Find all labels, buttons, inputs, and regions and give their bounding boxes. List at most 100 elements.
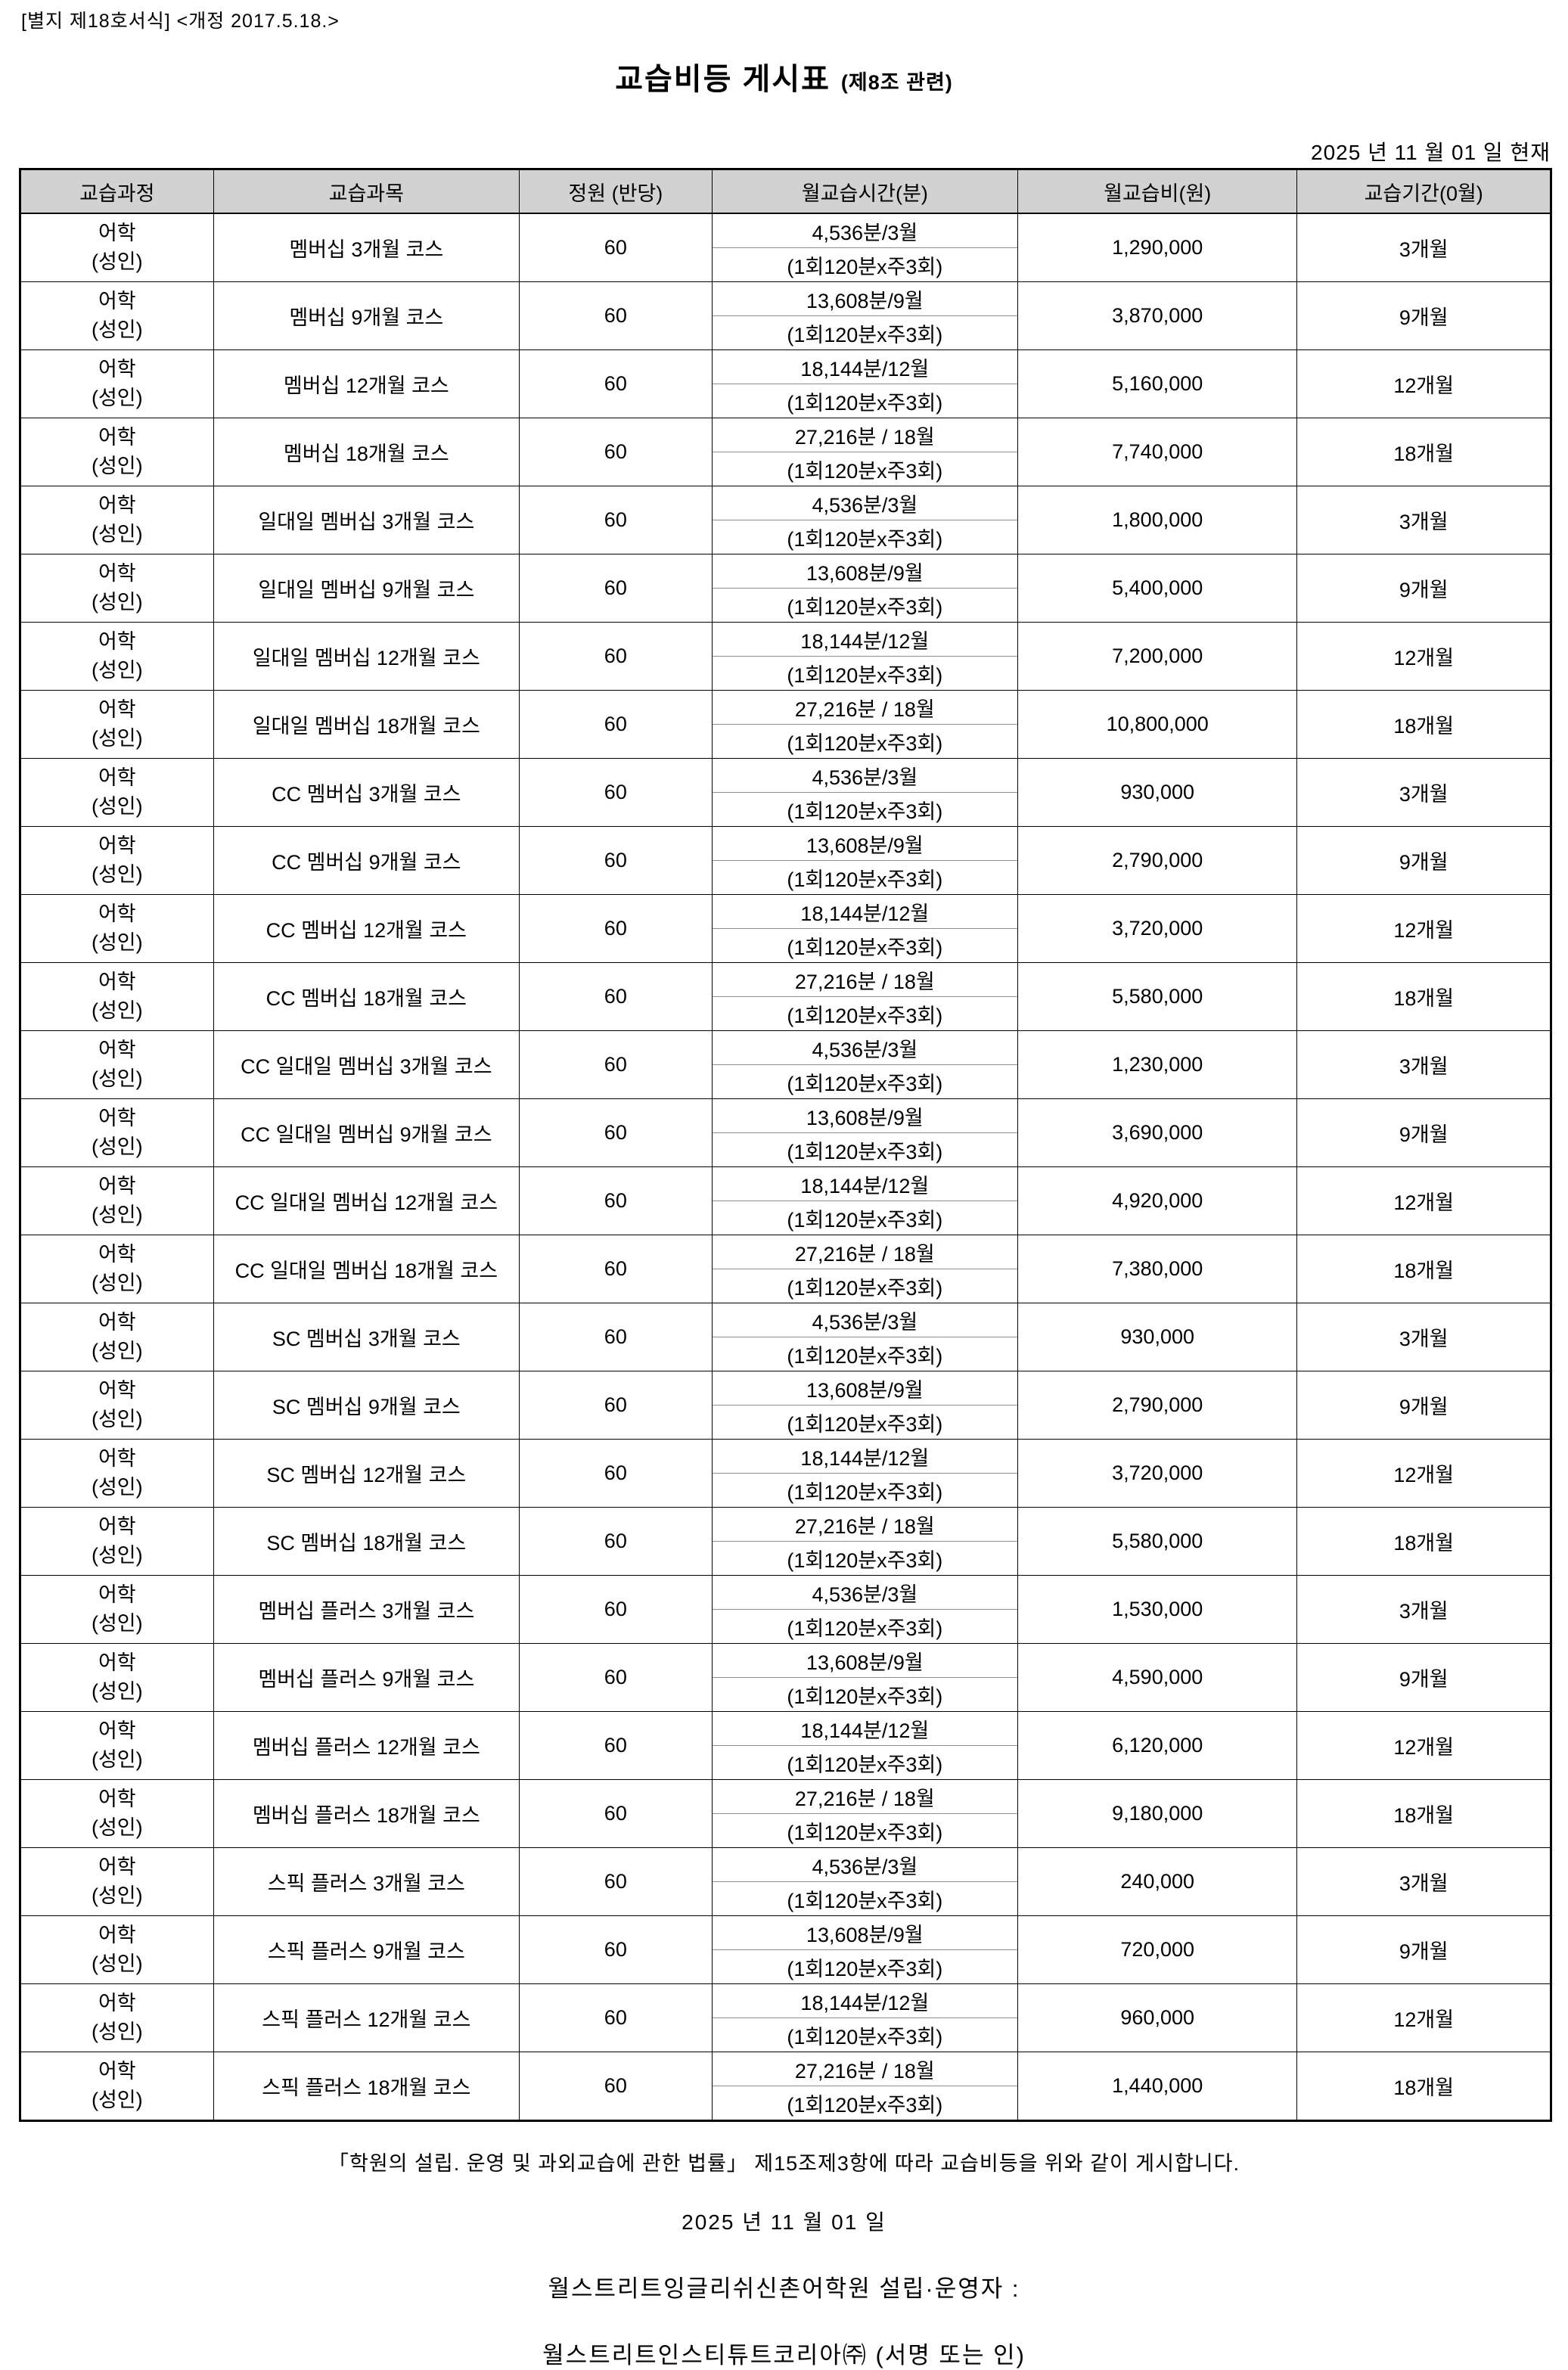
cell-course-period: 12개월 (1296, 1711, 1551, 1780)
cell-course-period: 12개월 (1296, 1983, 1551, 2052)
cell-capacity: 60 (519, 418, 713, 486)
cell-monthly-fee: 930,000 (1017, 1303, 1298, 1371)
cell-course-period: 3개월 (1296, 1847, 1551, 1916)
cell-monthly-fee: 2,790,000 (1017, 1371, 1298, 1440)
cell-course-process: 어학 (성인) (20, 690, 214, 759)
cell-capacity: 60 (519, 281, 713, 350)
cell-capacity: 60 (519, 1983, 713, 2052)
cell-monthly-time: 18,144분/12월 (1회120분x주3회) (711, 1166, 1019, 1235)
posting-date: 2025 년 11 월 01 일 (682, 2210, 886, 2234)
cell-course-subject: SC 멤버십 3개월 코스 (213, 1303, 520, 1371)
table-row: 어학 (성인) 멤버십 3개월 코스 60 4,536분/3월 (1회120분x주3회) 1… (20, 213, 1551, 282)
table-row: 어학 (성인) CC 일대일 멤버십 3개월 코스 60 4,536분/3월 (1회120… (20, 1030, 1551, 1099)
cell-course-process: 어학 (성인) (20, 962, 214, 1031)
cell-monthly-time: 13,608분/9월 (1회120분x주3회) (711, 554, 1019, 623)
cell-course-period: 9개월 (1296, 1915, 1551, 1984)
cell-capacity: 60 (519, 690, 713, 759)
cell-monthly-fee: 6,120,000 (1017, 1711, 1298, 1780)
cell-course-period: 9개월 (1296, 554, 1551, 623)
cell-capacity: 60 (519, 1779, 713, 1848)
table-row: 어학 (성인) 일대일 멤버십 3개월 코스 60 4,536분/3월 (1회120분x주… (20, 486, 1551, 554)
cell-course-process: 어학 (성인) (20, 554, 214, 623)
cell-course-subject: CC 일대일 멤버십 3개월 코스 (213, 1030, 520, 1099)
cell-course-subject: 일대일 멤버십 18개월 코스 (213, 690, 520, 759)
operator-line: 월스트리트잉글리쉬신촌어학원 설립·운영자 : (548, 2275, 1020, 2302)
cell-course-period: 3개월 (1296, 1575, 1551, 1644)
header-monthly-time: 월교습시간(분) (711, 169, 1019, 214)
cell-course-process: 어학 (성인) (20, 1303, 214, 1371)
cell-capacity: 60 (519, 962, 713, 1031)
cell-capacity: 60 (519, 758, 713, 827)
cell-monthly-fee: 720,000 (1017, 1915, 1298, 1984)
cell-monthly-fee: 7,740,000 (1017, 418, 1298, 486)
cell-monthly-time: 13,608분/9월 (1회120분x주3회) (711, 1643, 1019, 1712)
table-row: 어학 (성인) CC 일대일 멤버십 9개월 코스 60 13,608분/9월 (1회12… (20, 1098, 1551, 1167)
table-row: 어학 (성인) 스픽 플러스 3개월 코스 60 4,536분/3월 (1회120분x주3… (20, 1847, 1551, 1916)
table-row: 어학 (성인) SC 멤버십 3개월 코스 60 4,536분/3월 (1회120분x주3… (20, 1303, 1551, 1371)
cell-course-subject: 스픽 플러스 18개월 코스 (213, 2052, 520, 2121)
cell-monthly-fee: 1,440,000 (1017, 2052, 1298, 2121)
cell-capacity: 60 (519, 826, 713, 895)
cell-monthly-fee: 7,380,000 (1017, 1235, 1298, 1303)
cell-monthly-time: 13,608분/9월 (1회120분x주3회) (711, 1098, 1019, 1167)
cell-capacity: 60 (519, 1575, 713, 1644)
cell-capacity: 60 (519, 486, 713, 554)
cell-capacity: 60 (519, 1030, 713, 1099)
cell-monthly-fee: 930,000 (1017, 758, 1298, 827)
cell-course-subject: CC 멤버십 9개월 코스 (213, 826, 520, 895)
cell-course-subject: 스픽 플러스 9개월 코스 (213, 1915, 520, 1984)
cell-course-period: 3개월 (1296, 1303, 1551, 1371)
table-row: 어학 (성인) 멤버십 플러스 12개월 코스 60 18,144분/12월 (1회120… (20, 1711, 1551, 1780)
table-row: 어학 (성인) 멤버십 9개월 코스 60 13,608분/9월 (1회120분x주3회)… (20, 281, 1551, 350)
cell-monthly-time: 13,608분/9월 (1회120분x주3회) (711, 1915, 1019, 1984)
table-row: 어학 (성인) CC 멤버십 12개월 코스 60 18,144분/12월 (1회120분… (20, 894, 1551, 963)
cell-course-period: 9개월 (1296, 1643, 1551, 1712)
table-row: 어학 (성인) CC 멤버십 18개월 코스 60 27,216분 / 18월 (1회12… (20, 962, 1551, 1031)
cell-capacity: 60 (519, 1235, 713, 1303)
cell-monthly-time: 18,144분/12월 (1회120분x주3회) (711, 622, 1019, 691)
cell-course-process: 어학 (성인) (20, 1983, 214, 2052)
cell-monthly-time: 27,216분 / 18월 (1회120분x주3회) (711, 2052, 1019, 2121)
table-row: 어학 (성인) 일대일 멤버십 9개월 코스 60 13,608분/9월 (1회120분x… (20, 554, 1551, 623)
cell-course-period: 18개월 (1296, 1779, 1551, 1848)
cell-course-period: 18개월 (1296, 962, 1551, 1031)
cell-monthly-fee: 3,690,000 (1017, 1098, 1298, 1167)
cell-course-process: 어학 (성인) (20, 213, 214, 282)
cell-course-subject: CC 멤버십 12개월 코스 (213, 894, 520, 963)
cell-monthly-time: 27,216분 / 18월 (1회120분x주3회) (711, 418, 1019, 486)
cell-monthly-fee: 7,200,000 (1017, 622, 1298, 691)
cell-course-period: 18개월 (1296, 2052, 1551, 2121)
cell-course-subject: 멤버십 18개월 코스 (213, 418, 520, 486)
cell-course-process: 어학 (성인) (20, 1507, 214, 1576)
cell-course-process: 어학 (성인) (20, 1030, 214, 1099)
cell-monthly-fee: 4,590,000 (1017, 1643, 1298, 1712)
cell-capacity: 60 (519, 1643, 713, 1712)
cell-monthly-fee: 3,720,000 (1017, 1439, 1298, 1508)
cell-course-process: 어학 (성인) (20, 1643, 214, 1712)
table-row: 어학 (성인) CC 멤버십 9개월 코스 60 13,608분/9월 (1회120분x주… (20, 826, 1551, 895)
cell-capacity: 60 (519, 1166, 713, 1235)
cell-course-subject: CC 멤버십 18개월 코스 (213, 962, 520, 1031)
cell-course-subject: 멤버십 9개월 코스 (213, 281, 520, 350)
cell-monthly-fee: 1,230,000 (1017, 1030, 1298, 1099)
table-row: 어학 (성인) 스픽 플러스 9개월 코스 60 13,608분/9월 (1회120분x주… (20, 1915, 1551, 1984)
cell-capacity: 60 (519, 554, 713, 623)
cell-course-process: 어학 (성인) (20, 1098, 214, 1167)
cell-course-period: 18개월 (1296, 1507, 1551, 1576)
cell-capacity: 60 (519, 1847, 713, 1916)
cell-monthly-time: 4,536분/3월 (1회120분x주3회) (711, 758, 1019, 827)
cell-monthly-time: 27,216분 / 18월 (1회120분x주3회) (711, 690, 1019, 759)
cell-monthly-time: 4,536분/3월 (1회120분x주3회) (711, 1847, 1019, 1916)
cell-capacity: 60 (519, 1439, 713, 1508)
cell-course-period: 9개월 (1296, 1098, 1551, 1167)
cell-monthly-time: 18,144분/12월 (1회120분x주3회) (711, 1983, 1019, 2052)
title-line: 교습비등 게시표 (제8조 관련) (0, 54, 1568, 98)
header-course-period: 교습기간(0월) (1296, 169, 1551, 214)
cell-monthly-time: 4,536분/3월 (1회120분x주3회) (711, 1575, 1019, 1644)
cell-capacity: 60 (519, 622, 713, 691)
cell-monthly-time: 4,536분/3월 (1회120분x주3회) (711, 486, 1019, 554)
cell-course-period: 3개월 (1296, 1030, 1551, 1099)
cell-course-process: 어학 (성인) (20, 1575, 214, 1644)
cell-monthly-time: 18,144분/12월 (1회120분x주3회) (711, 1711, 1019, 1780)
cell-course-process: 어학 (성인) (20, 418, 214, 486)
